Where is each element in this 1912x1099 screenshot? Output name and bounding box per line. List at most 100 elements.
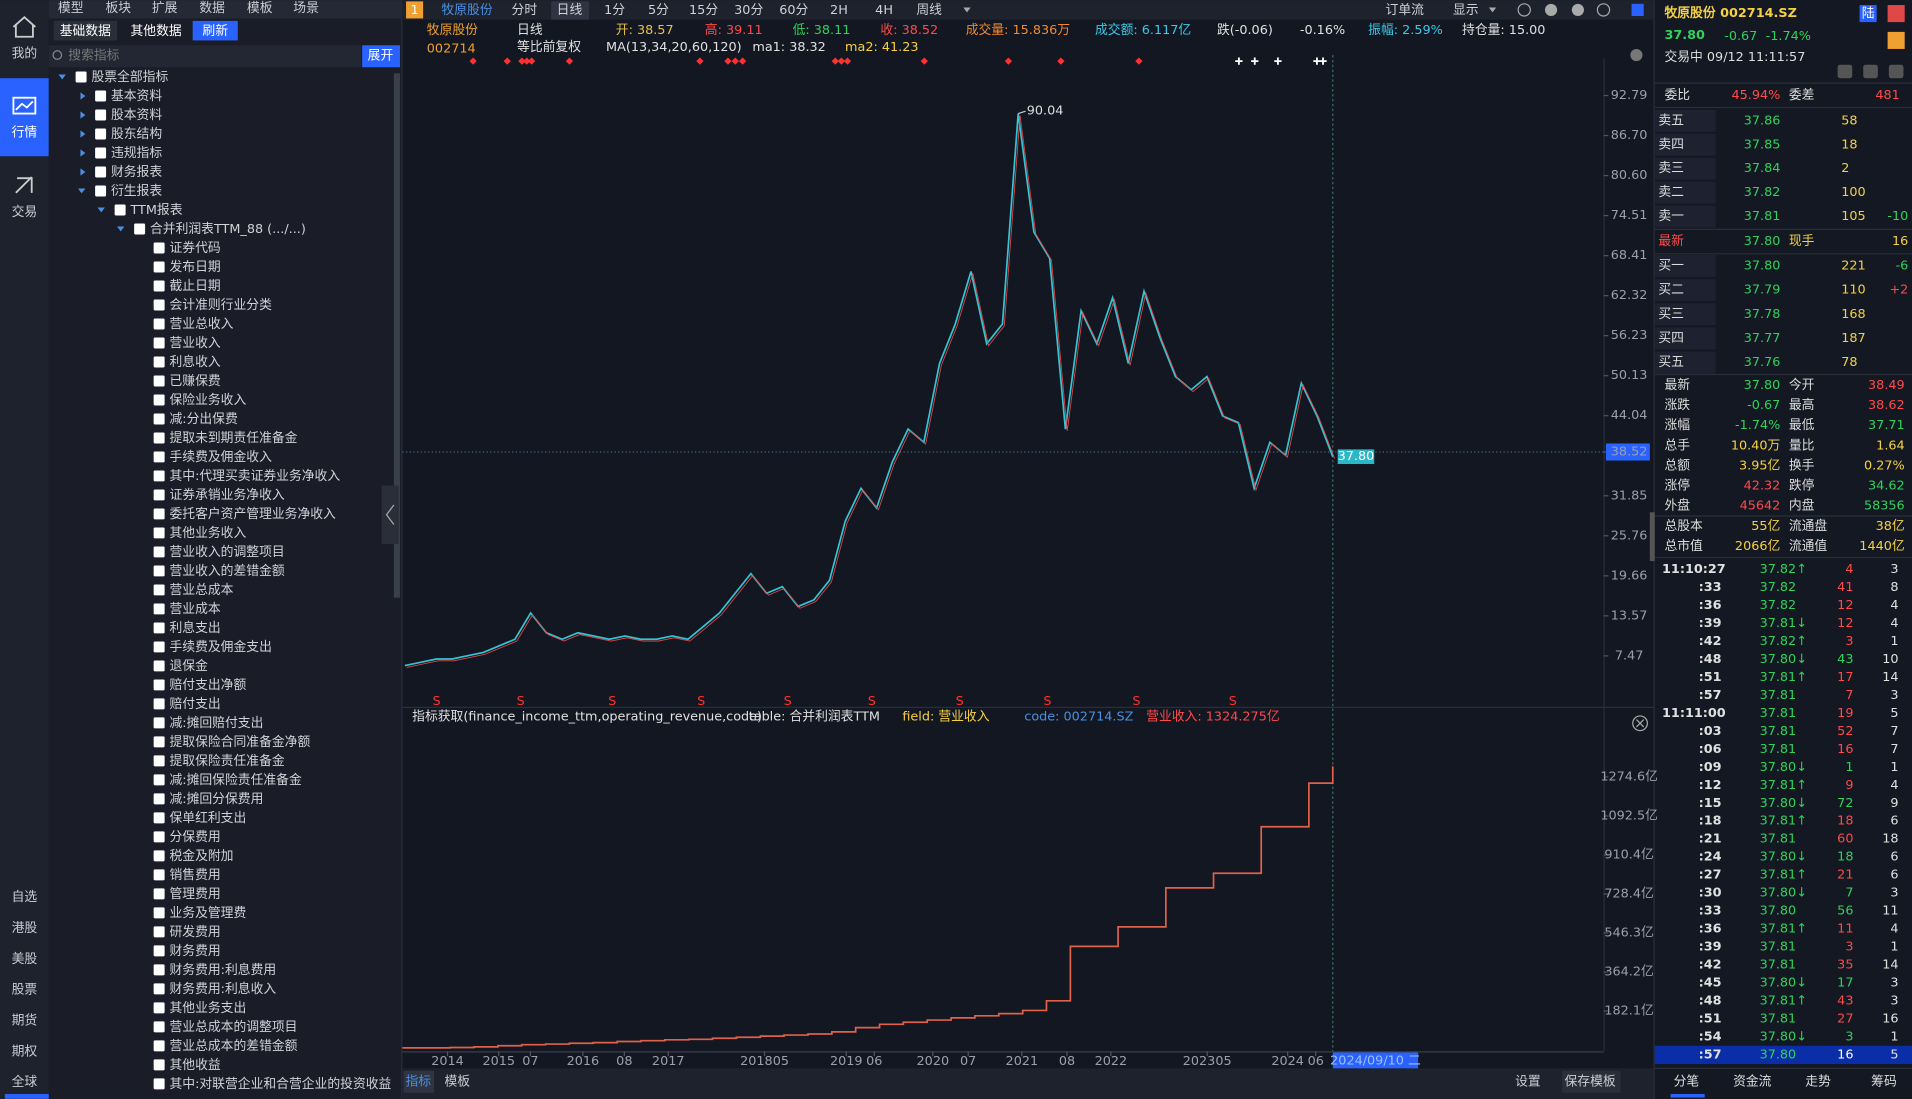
expand-button[interactable] [362, 45, 400, 68]
tree-checkbox[interactable] [153, 527, 165, 539]
tree-checkbox[interactable] [153, 850, 165, 862]
tree-label[interactable]: 其中:对联营企业和合营企业的投资收益 [169, 1076, 391, 1092]
tree-checkbox[interactable] [153, 736, 165, 748]
tree-label[interactable]: 股本资料 [111, 108, 162, 123]
sidebar-item[interactable]: 港股 [12, 921, 38, 936]
save-button-bg[interactable] [1562, 1070, 1621, 1093]
tree-label[interactable]: 财务费用 [169, 943, 220, 959]
quote-tab[interactable]: 资金流 [1733, 1073, 1772, 1089]
tree-label[interactable]: TTM报表 [129, 203, 182, 218]
tree-checkbox[interactable] [95, 166, 107, 178]
tree-arrow[interactable] [80, 130, 86, 138]
tree-checkbox[interactable] [153, 869, 165, 881]
tree-checkbox[interactable] [153, 1021, 165, 1033]
tree-checkbox[interactable] [153, 432, 165, 444]
tree-checkbox[interactable] [153, 926, 165, 938]
tree-checkbox[interactable] [153, 451, 165, 463]
tree-checkbox[interactable] [153, 1078, 165, 1090]
tree-label[interactable]: 研发费用 [169, 924, 220, 940]
display-more[interactable] [1488, 7, 1497, 13]
tree-label[interactable]: 赔付支出 [169, 697, 220, 712]
panel-tab-label[interactable]: 刷新 [202, 23, 228, 39]
tree-label[interactable]: 股东结构 [111, 127, 162, 142]
tree-checkbox[interactable] [153, 907, 165, 919]
tree-label[interactable]: 营业收入 [169, 336, 220, 351]
period-button[interactable]: 4H [875, 3, 893, 18]
bottom-tab[interactable]: 指标 [405, 1074, 431, 1089]
quote-tab[interactable]: 筹码 [1871, 1073, 1897, 1089]
tree-checkbox[interactable] [153, 337, 165, 349]
panel-tab[interactable] [53, 20, 118, 41]
tree-label[interactable]: 财务费用:利息费用 [169, 962, 276, 978]
tree-checkbox[interactable] [153, 812, 165, 824]
tree-label[interactable]: 营业收入的调整项目 [169, 544, 284, 560]
tree-label[interactable]: 营业总收入 [169, 317, 233, 332]
tree-label[interactable]: 营业总成本 [169, 583, 233, 598]
quote-tab[interactable]: 分笔 [1674, 1073, 1700, 1089]
tree-checkbox[interactable] [95, 90, 107, 102]
sidebar-item[interactable]: 期权 [12, 1043, 38, 1059]
tree-label[interactable]: 会计准则行业分类 [169, 298, 272, 313]
home-icon[interactable] [12, 16, 36, 38]
period-button[interactable]: 2H [830, 3, 848, 18]
tree-checkbox[interactable] [153, 641, 165, 653]
period-more[interactable] [963, 7, 971, 13]
tree-label[interactable]: 基本资料 [111, 89, 162, 104]
tree-label[interactable]: 其他业务支出 [169, 1000, 246, 1016]
tree-label[interactable]: 减:分出保费 [169, 412, 237, 427]
sidebar-item[interactable]: 我的 [12, 45, 38, 61]
tree-label[interactable]: 财务费用:利息收入 [169, 981, 276, 997]
tree-checkbox[interactable] [153, 717, 165, 729]
tree-label[interactable]: 营业成本 [169, 602, 220, 617]
tree-label[interactable]: 其他业务收入 [169, 525, 246, 541]
tree-checkbox[interactable] [95, 128, 107, 140]
quote-tool[interactable] [1837, 64, 1853, 79]
tree-checkbox[interactable] [95, 185, 107, 197]
tree-checkbox[interactable] [153, 242, 165, 254]
tree-label[interactable]: 发布日期 [169, 259, 220, 275]
tree-label[interactable]: 提取保险合同准备金净额 [169, 734, 310, 750]
tree-label[interactable]: 财务报表 [111, 164, 162, 180]
tree-label[interactable]: 营业总成本的差错金额 [169, 1038, 297, 1054]
bottom-button[interactable]: 设置 [1515, 1074, 1541, 1089]
tree-checkbox[interactable] [153, 603, 165, 615]
tree-checkbox[interactable] [153, 489, 165, 501]
tree-label[interactable]: 减:摊回分保费用 [169, 792, 263, 807]
tree-checkbox[interactable] [153, 565, 165, 577]
tree-arrow[interactable] [80, 168, 86, 176]
tree-label[interactable]: 利息支出 [169, 620, 220, 636]
panel-tab-label[interactable]: 其他数据 [130, 24, 181, 39]
tree-checkbox[interactable] [153, 508, 165, 520]
order-flow-button[interactable]: 订单流 [1386, 3, 1425, 18]
tree-checkbox[interactable] [153, 1002, 165, 1014]
tree-label[interactable]: 减:摊回保险责任准备金 [169, 772, 301, 788]
tree-label[interactable]: 税金及附加 [169, 848, 233, 864]
sidebar-item[interactable]: 美股 [12, 952, 38, 967]
sidebar-item[interactable]: 全球 [12, 1074, 38, 1090]
tree-arrow[interactable] [78, 188, 86, 194]
tree-checkbox[interactable] [153, 831, 165, 843]
tree-checkbox[interactable] [153, 470, 165, 482]
period-button[interactable]: 60分 [779, 3, 808, 18]
tree-checkbox[interactable] [153, 280, 165, 292]
tree-arrow[interactable] [117, 226, 125, 232]
display-button[interactable]: 显示 [1453, 3, 1479, 18]
bottom-button[interactable]: 保存模板 [1564, 1074, 1615, 1089]
tree-label[interactable]: 委托客户资产管理业务净收入 [169, 506, 336, 522]
tree-checkbox[interactable] [153, 356, 165, 368]
tree-checkbox[interactable] [134, 223, 146, 235]
tree-label[interactable]: 证券代码 [169, 240, 220, 256]
tree-label[interactable]: 营业总成本的调整项目 [169, 1019, 297, 1035]
menu-item[interactable]: 场景 [293, 1, 319, 16]
tree-arrow[interactable] [97, 207, 105, 213]
tree-checkbox[interactable] [153, 375, 165, 387]
tree-arrow[interactable] [80, 149, 86, 157]
tree-arrow[interactable] [80, 92, 86, 100]
chart-tab-number[interactable] [406, 1, 424, 19]
tree-checkbox[interactable] [153, 261, 165, 273]
tree-checkbox[interactable] [95, 147, 107, 159]
period-button[interactable]: 5分 [648, 3, 669, 18]
tree-arrow[interactable] [58, 74, 66, 80]
quote-tab[interactable]: 走势 [1805, 1073, 1831, 1089]
tree-label[interactable]: 手续费及佣金支出 [169, 639, 271, 655]
